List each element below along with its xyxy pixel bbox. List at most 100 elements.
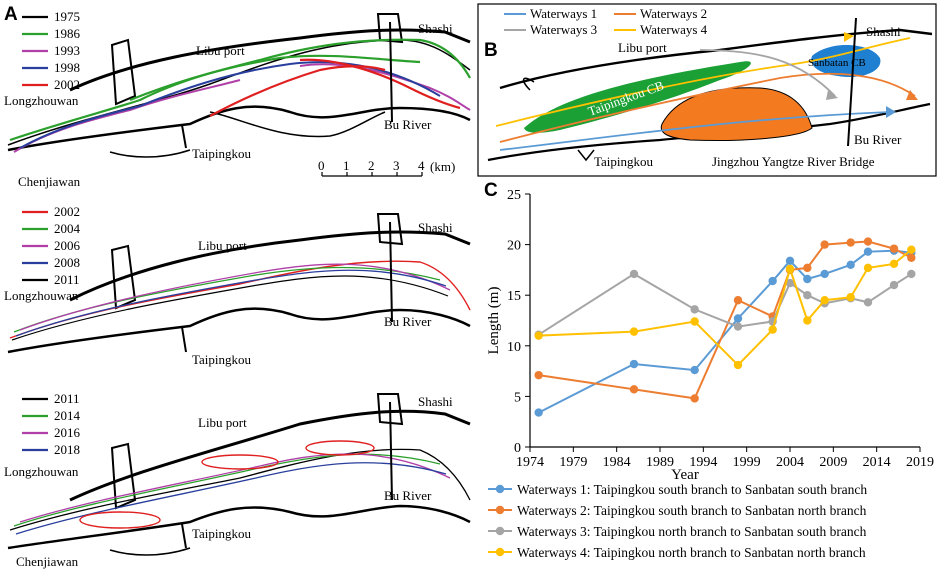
taipingkou-cb-shape <box>524 61 751 133</box>
y-tick-label: 15 <box>507 289 521 304</box>
panel-c-label: C <box>484 180 498 201</box>
shoal-outline <box>201 454 279 470</box>
x-tick-label: 2004 <box>776 455 804 470</box>
place-libu-port: Libu port <box>196 43 245 58</box>
series-line-waterway-4 <box>538 248 912 367</box>
line-chart: 0 5 10 15 20 25 1974 1979 1984 1989 1994 1999 2004 20… <box>486 188 934 560</box>
north-bank <box>69 409 471 502</box>
contour-2002 <box>209 58 461 117</box>
data-point-waterway-2 <box>820 240 829 249</box>
waterway-2-arrowhead <box>906 90 918 100</box>
bridge-line <box>389 21 393 123</box>
data-point-waterway-2 <box>846 238 855 247</box>
series-line-waterway-1 <box>538 249 912 414</box>
y-tick-label: 0 <box>514 441 521 456</box>
legend-year: 1993 <box>54 43 80 58</box>
place-libu-port: Libu port <box>198 415 247 430</box>
taipingkou-channel <box>181 523 187 549</box>
scale-tick-label: 4 <box>418 158 425 173</box>
legend-year: 1986 <box>54 26 81 41</box>
legend-swatch-marker <box>495 526 505 536</box>
contour-1986-b <box>129 54 421 102</box>
data-point-waterway-1 <box>534 408 543 417</box>
x-tick-label: 1984 <box>603 455 631 470</box>
levee-outline <box>110 442 137 510</box>
sanbatan-cb-shape <box>811 44 881 78</box>
shashi-levee <box>376 393 404 426</box>
data-point-waterway-1 <box>690 365 699 375</box>
waterway-3-path <box>699 49 836 97</box>
data-point-waterway-1 <box>820 269 829 279</box>
data-point-waterway-2 <box>629 385 639 394</box>
place-shashi: Shashi <box>418 394 453 409</box>
data-point-waterway-1 <box>733 314 743 323</box>
shoal-outline <box>79 511 161 529</box>
bridge-line <box>389 221 393 323</box>
place-chenjiawan: Chenjiawan <box>18 174 81 189</box>
panel-a-top-legend: 1975 1986 1993 1998 2002 <box>22 9 81 92</box>
x-tick-label: 1989 <box>646 455 674 470</box>
legend-year: 2008 <box>54 255 80 270</box>
north-bank <box>69 230 471 302</box>
label-bridge: Jingzhou Yangtze River Bridge <box>712 154 875 169</box>
legend-swatch-marker <box>495 484 505 494</box>
data-point-waterway-4 <box>534 331 543 340</box>
scale-tick-label: 2 <box>368 158 375 173</box>
taipingkou-channel <box>181 326 187 353</box>
legend-year: 2002 <box>54 204 80 219</box>
data-point-waterway-1 <box>846 260 855 270</box>
waterway-3-arrowhead <box>826 90 838 100</box>
place-chenjiawan: Chenjiawan <box>16 554 79 569</box>
waterway-4-path <box>495 37 911 127</box>
legend-year: 2004 <box>54 221 81 236</box>
legend-label: Waterways 3: Taipingkou north branch to … <box>517 524 867 539</box>
south-bank <box>7 307 471 354</box>
legend-swatch-marker <box>495 547 505 557</box>
south-bank <box>7 504 471 550</box>
shoal-outline <box>305 440 375 456</box>
south-bar-outline <box>209 111 386 138</box>
data-point-waterway-4 <box>690 317 699 326</box>
data-point-waterway-2 <box>863 237 873 246</box>
place-longzhouwan: Longzhouwan <box>4 288 79 303</box>
x-tick-label: 2014 <box>863 455 891 470</box>
place-longzhouwan: Longzhouwan <box>4 464 79 479</box>
place-bu-river: Bu River <box>854 132 902 147</box>
data-point-waterway-2 <box>889 244 899 253</box>
legend-year: 2002 <box>54 77 80 92</box>
north-bank <box>69 28 471 92</box>
label-sanbatan-cb: Sanbatan CB <box>808 57 866 69</box>
x-tick-label: 1974 <box>516 455 544 470</box>
panel-b-legend: Waterways 1 Waterways 2 Waterways 3 Waterwa… <box>504 6 708 37</box>
legend-label: Waterways 2 <box>640 6 707 21</box>
data-point-waterway-4 <box>889 259 899 269</box>
legend-year: 2006 <box>54 238 81 253</box>
place-taipingkou: Taipingkou <box>192 146 252 161</box>
data-point-waterway-3 <box>733 322 743 331</box>
place-taipingkou: Taipingkou <box>594 154 654 169</box>
scale-bar: (km) 0 1 2 3 4 <box>318 158 455 177</box>
legend-label: Waterways 4: Taipingkou north branch to … <box>517 545 866 560</box>
panel-b-label: B <box>484 40 498 61</box>
legend-label: Waterways 2: Taipingkou south branch to … <box>517 503 867 518</box>
data-point-waterway-4 <box>768 325 777 334</box>
y-tick-label: 25 <box>507 188 521 203</box>
x-tick-label: 2009 <box>819 455 847 470</box>
place-shashi: Shashi <box>418 21 453 36</box>
place-taipingkou: Taipingkou <box>192 526 252 541</box>
data-point-waterway-3 <box>629 269 639 279</box>
data-point-waterway-2 <box>733 296 743 305</box>
waterway-4-arrowhead <box>844 32 854 42</box>
contour-2014 <box>13 453 441 527</box>
data-point-waterway-1 <box>803 274 812 284</box>
longzhouwan-notch <box>522 77 535 91</box>
legend-year: 2016 <box>54 425 81 440</box>
scale-tick-label: 3 <box>393 158 400 173</box>
data-point-waterway-3 <box>690 305 699 314</box>
legend-year: 2011 <box>54 391 80 406</box>
waterway-2-path <box>499 72 916 143</box>
place-bu-river: Bu River <box>384 314 432 329</box>
data-point-waterway-3 <box>863 298 873 307</box>
